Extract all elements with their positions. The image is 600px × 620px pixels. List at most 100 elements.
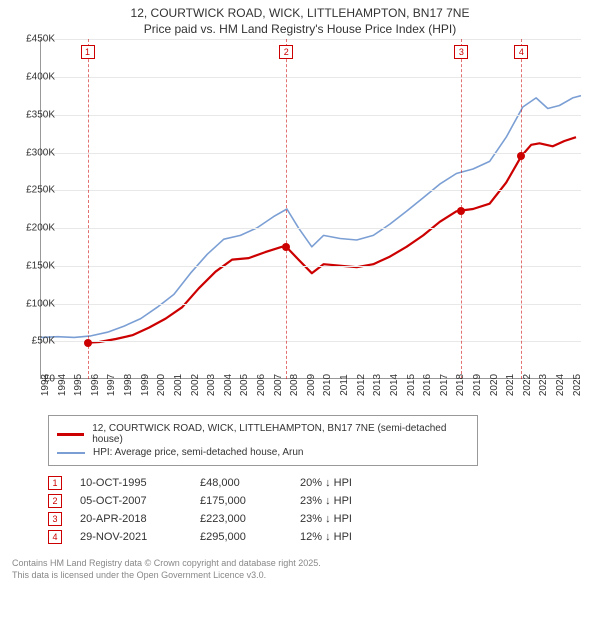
y-axis-label: £400K — [5, 71, 55, 82]
x-axis-label: 2016 — [422, 374, 433, 396]
table-marker-box: 1 — [48, 476, 62, 490]
y-axis-label: £100K — [5, 298, 55, 309]
sale-date: 10-OCT-1995 — [80, 477, 200, 489]
gridline — [41, 304, 581, 305]
legend-row-hpi: HPI: Average price, semi-detached house,… — [57, 447, 469, 458]
x-axis-label: 1997 — [106, 374, 117, 396]
marker-box: 1 — [81, 45, 95, 59]
sale-date: 05-OCT-2007 — [80, 495, 200, 507]
gridline — [41, 115, 581, 116]
table-marker-box: 4 — [48, 530, 62, 544]
table-row: 3 20-APR-2018£223,00023% ↓ HPI — [48, 512, 600, 526]
x-axis-label: 2014 — [389, 374, 400, 396]
x-axis-label: 2007 — [273, 374, 284, 396]
x-axis-label: 2001 — [173, 374, 184, 396]
marker-line — [286, 39, 287, 379]
sale-price: £223,000 — [200, 513, 300, 525]
sale-point-marker — [517, 152, 525, 160]
y-axis-label: £50K — [5, 336, 55, 347]
marker-box: 2 — [279, 45, 293, 59]
marker-box: 4 — [514, 45, 528, 59]
x-axis-label: 1996 — [90, 374, 101, 396]
sale-point-marker — [457, 207, 465, 215]
x-axis-label: 1999 — [140, 374, 151, 396]
legend-label-property: 12, COURTWICK ROAD, WICK, LITTLEHAMPTON,… — [92, 423, 469, 445]
x-axis-label: 1995 — [73, 374, 84, 396]
sale-date: 20-APR-2018 — [80, 513, 200, 525]
x-axis-label: 2021 — [505, 374, 516, 396]
x-axis-label: 2010 — [322, 374, 333, 396]
attribution-footer: Contains HM Land Registry data © Crown c… — [12, 558, 600, 581]
sale-data-table: 1 10-OCT-1995£48,00020% ↓ HPI 2 05-OCT-2007… — [48, 476, 600, 544]
table-row: 4 29-NOV-2021£295,00012% ↓ HPI — [48, 530, 600, 544]
x-axis-label: 2000 — [156, 374, 167, 396]
x-axis-label: 2015 — [406, 374, 417, 396]
sale-pct-vs-hpi: 23% ↓ HPI — [300, 513, 410, 525]
y-axis-label: £350K — [5, 109, 55, 120]
x-axis-label: 2002 — [190, 374, 201, 396]
sale-pct-vs-hpi: 12% ↓ HPI — [300, 531, 410, 543]
title-line2: Price paid vs. HM Land Registry's House … — [144, 22, 456, 36]
y-axis-label: £250K — [5, 185, 55, 196]
line-svg — [41, 39, 581, 379]
gridline — [41, 266, 581, 267]
y-axis-label: £300K — [5, 147, 55, 158]
y-axis-label: £450K — [5, 34, 55, 45]
gridline — [41, 153, 581, 154]
marker-line — [521, 39, 522, 379]
x-axis-label: 2020 — [489, 374, 500, 396]
sale-pct-vs-hpi: 23% ↓ HPI — [300, 495, 410, 507]
table-marker-box: 2 — [48, 494, 62, 508]
x-axis-label: 2006 — [256, 374, 267, 396]
plot-region: 1 2 3 4 — [40, 39, 580, 379]
x-axis-label: 2009 — [306, 374, 317, 396]
sale-price: £48,000 — [200, 477, 300, 489]
y-axis-label: £200K — [5, 223, 55, 234]
x-axis-label: 2005 — [239, 374, 250, 396]
gridline — [41, 228, 581, 229]
table-row: 1 10-OCT-1995£48,00020% ↓ HPI — [48, 476, 600, 490]
sale-price: £295,000 — [200, 531, 300, 543]
x-axis-label: 2011 — [339, 374, 350, 396]
x-axis-label: 1994 — [57, 374, 68, 396]
gridline — [41, 341, 581, 342]
x-axis-label: 2022 — [522, 374, 533, 396]
gridline — [41, 77, 581, 78]
x-axis-label: 2023 — [538, 374, 549, 396]
footer-line2: This data is licensed under the Open Gov… — [12, 570, 266, 580]
y-axis-label: £150K — [5, 260, 55, 271]
marker-box: 3 — [454, 45, 468, 59]
legend-swatch-hpi — [57, 452, 85, 454]
title-line1: 12, COURTWICK ROAD, WICK, LITTLEHAMPTON,… — [131, 6, 470, 20]
marker-line — [88, 39, 89, 379]
gridline — [41, 39, 581, 40]
sale-price: £175,000 — [200, 495, 300, 507]
x-axis-label: 2024 — [555, 374, 566, 396]
x-axis-label: 1993 — [40, 374, 51, 396]
legend-swatch-property — [57, 433, 84, 436]
table-row: 2 05-OCT-2007£175,00023% ↓ HPI — [48, 494, 600, 508]
x-axis-label: 2012 — [356, 374, 367, 396]
table-marker-box: 3 — [48, 512, 62, 526]
legend-box: 12, COURTWICK ROAD, WICK, LITTLEHAMPTON,… — [48, 415, 478, 466]
chart-container: 12, COURTWICK ROAD, WICK, LITTLEHAMPTON,… — [0, 0, 600, 620]
x-axis-label: 2018 — [455, 374, 466, 396]
footer-line1: Contains HM Land Registry data © Crown c… — [12, 558, 321, 568]
x-axis-label: 2013 — [372, 374, 383, 396]
sale-date: 29-NOV-2021 — [80, 531, 200, 543]
x-axis-label: 2004 — [223, 374, 234, 396]
x-axis-label: 1998 — [123, 374, 134, 396]
legend-row-property: 12, COURTWICK ROAD, WICK, LITTLEHAMPTON,… — [57, 423, 469, 445]
chart-area: 1234 £0£50K£100K£150K£200K£250K£300K£350… — [40, 39, 600, 409]
chart-title: 12, COURTWICK ROAD, WICK, LITTLEHAMPTON,… — [0, 0, 600, 39]
x-axis-label: 2008 — [289, 374, 300, 396]
x-axis-label: 2019 — [472, 374, 483, 396]
sale-pct-vs-hpi: 20% ↓ HPI — [300, 477, 410, 489]
sale-point-marker — [84, 339, 92, 347]
x-axis-label: 2017 — [439, 374, 450, 396]
gridline — [41, 190, 581, 191]
x-axis-label: 2025 — [572, 374, 583, 396]
legend-label-hpi: HPI: Average price, semi-detached house,… — [93, 447, 304, 458]
sale-point-marker — [282, 243, 290, 251]
x-axis-label: 2003 — [206, 374, 217, 396]
